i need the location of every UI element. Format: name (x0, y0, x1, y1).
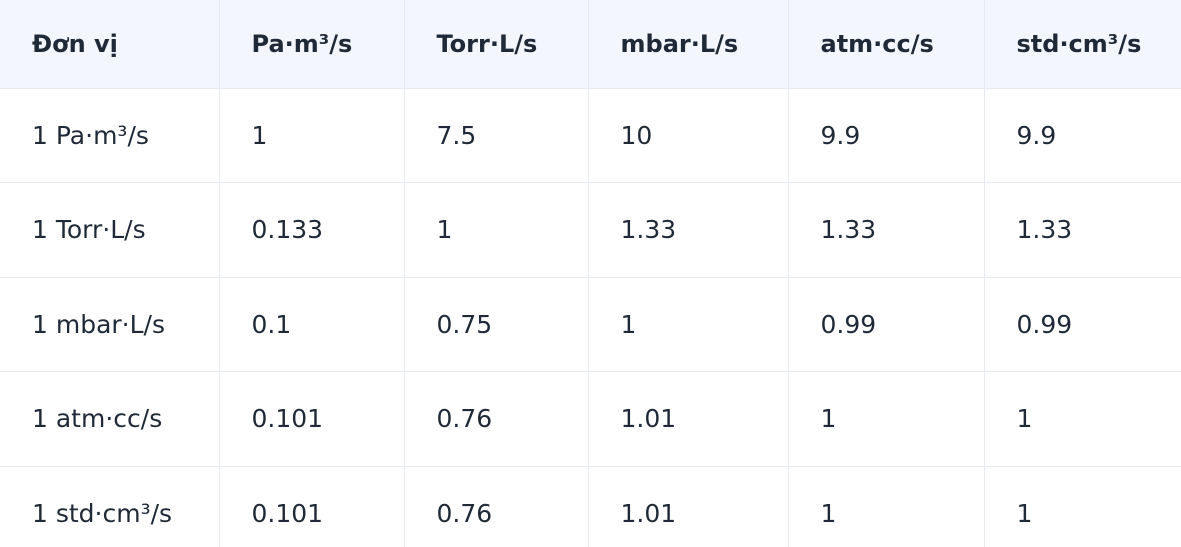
header-cell-std-cm3-s: std·cm³/s (983, 0, 1181, 89)
row-unit-cell: 1 std·cm³/s (0, 465, 220, 547)
table-cell: 7.5 (403, 87, 589, 183)
table-cell: 1.01 (587, 371, 789, 467)
table-header-row: Đơn vị Pa·m³/s Torr·L/s mbar·L/s atm·cc/… (0, 0, 1181, 89)
table-row: 1 atm·cc/s 0.101 0.76 1.01 1 1 (0, 371, 1181, 467)
table-cell: 1.33 (587, 182, 789, 278)
table-cell: 1 (403, 182, 589, 278)
table-cell: 0.76 (403, 371, 589, 467)
table-cell: 1 (983, 465, 1181, 547)
table-cell: 0.101 (218, 465, 405, 547)
table-cell: 1 (787, 371, 985, 467)
table-cell: 1 (787, 465, 985, 547)
header-cell-mbar-l-s: mbar·L/s (587, 0, 789, 89)
table-cell: 9.9 (983, 87, 1181, 183)
table-cell: 1 (218, 87, 405, 183)
table-cell: 0.99 (983, 276, 1181, 372)
table-cell: 1 (587, 276, 789, 372)
table-cell: 0.76 (403, 465, 589, 547)
table-cell: 0.75 (403, 276, 589, 372)
header-cell-torr-l-s: Torr·L/s (403, 0, 589, 89)
table-cell: 1.01 (587, 465, 789, 547)
table-cell: 0.99 (787, 276, 985, 372)
row-unit-cell: 1 mbar·L/s (0, 276, 220, 372)
table-cell: 0.1 (218, 276, 405, 372)
row-unit-cell: 1 Torr·L/s (0, 182, 220, 278)
table-row: 1 Torr·L/s 0.133 1 1.33 1.33 1.33 (0, 182, 1181, 278)
table-cell: 1.33 (983, 182, 1181, 278)
table-row: 1 std·cm³/s 0.101 0.76 1.01 1 1 (0, 465, 1181, 547)
table-cell: 0.133 (218, 182, 405, 278)
table-cell: 10 (587, 87, 789, 183)
header-cell-unit: Đơn vị (0, 0, 220, 89)
table-row: 1 Pa·m³/s 1 7.5 10 9.9 9.9 (0, 87, 1181, 183)
table-row: 1 mbar·L/s 0.1 0.75 1 0.99 0.99 (0, 276, 1181, 372)
table-cell: 1 (983, 371, 1181, 467)
table-cell: 1.33 (787, 182, 985, 278)
row-unit-cell: 1 atm·cc/s (0, 371, 220, 467)
row-unit-cell: 1 Pa·m³/s (0, 87, 220, 183)
header-cell-atm-cc-s: atm·cc/s (787, 0, 985, 89)
table-cell: 0.101 (218, 371, 405, 467)
table-cell: 9.9 (787, 87, 985, 183)
header-cell-pa-m3-s: Pa·m³/s (218, 0, 405, 89)
